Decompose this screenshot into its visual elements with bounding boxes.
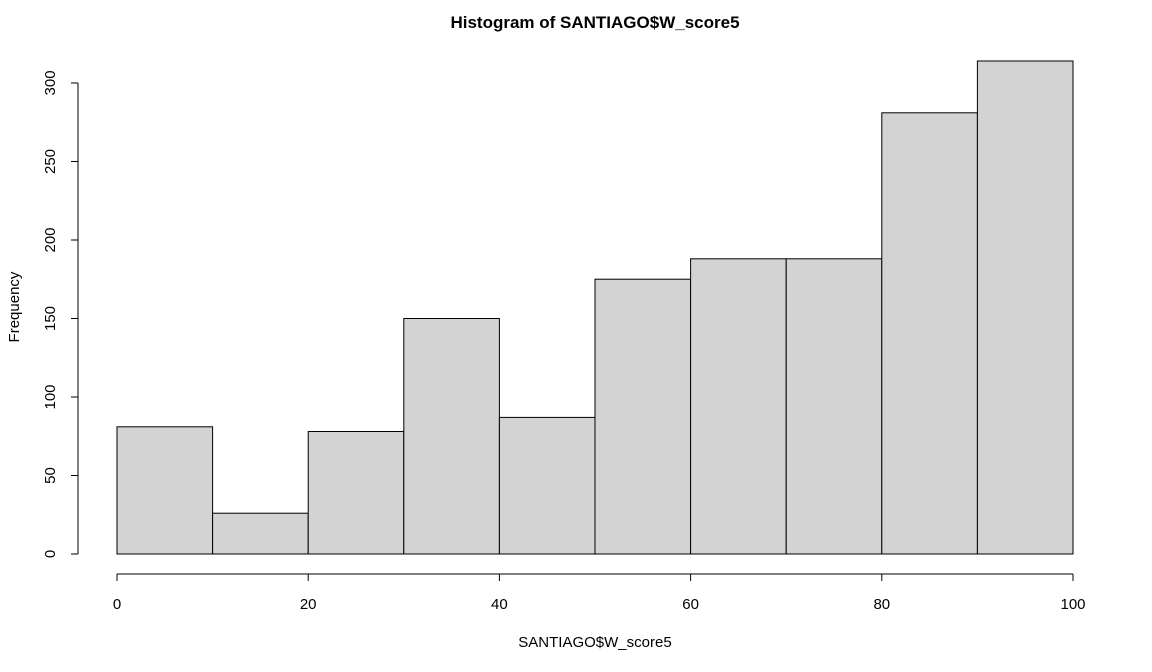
chart-title: Histogram of SANTIAGO$W_score5 xyxy=(450,13,739,32)
histogram-bar-10 xyxy=(976,60,1074,555)
x-tick-label: 80 xyxy=(873,596,890,613)
y-tick-label: 150 xyxy=(42,306,59,331)
histogram-bar-4 xyxy=(403,318,500,555)
y-tick-label: 100 xyxy=(42,384,59,409)
x-tick-label: 0 xyxy=(113,596,121,613)
y-tick-label: 250 xyxy=(42,149,59,174)
histogram-bar-3 xyxy=(307,431,405,555)
histogram-bar-2 xyxy=(212,512,309,555)
x-axis: 0 20 40 60 80 100 xyxy=(113,573,1086,613)
bars-group xyxy=(116,60,1074,555)
histogram-bar-9 xyxy=(881,112,978,555)
histogram-bar-8 xyxy=(785,258,883,555)
y-axis-label: Frequency xyxy=(6,271,23,342)
y-tick-label: 50 xyxy=(42,467,59,484)
y-tick-label: 200 xyxy=(42,227,59,252)
x-tick-label: 20 xyxy=(300,596,317,613)
y-axis: 0 50 100 150 200 250 300 xyxy=(42,70,79,558)
histogram-bar-7 xyxy=(690,258,787,555)
x-axis-label: SANTIAGO$W_score5 xyxy=(518,634,671,651)
histogram-bar-1 xyxy=(116,426,214,555)
histogram-bar-5 xyxy=(498,416,596,555)
x-tick-label: 100 xyxy=(1060,596,1085,613)
y-tick-label: 300 xyxy=(42,70,59,95)
x-tick-label: 60 xyxy=(682,596,699,613)
y-tick-label: 0 xyxy=(42,550,59,558)
histogram-bar-6 xyxy=(594,278,692,555)
x-tick-label: 40 xyxy=(491,596,508,613)
